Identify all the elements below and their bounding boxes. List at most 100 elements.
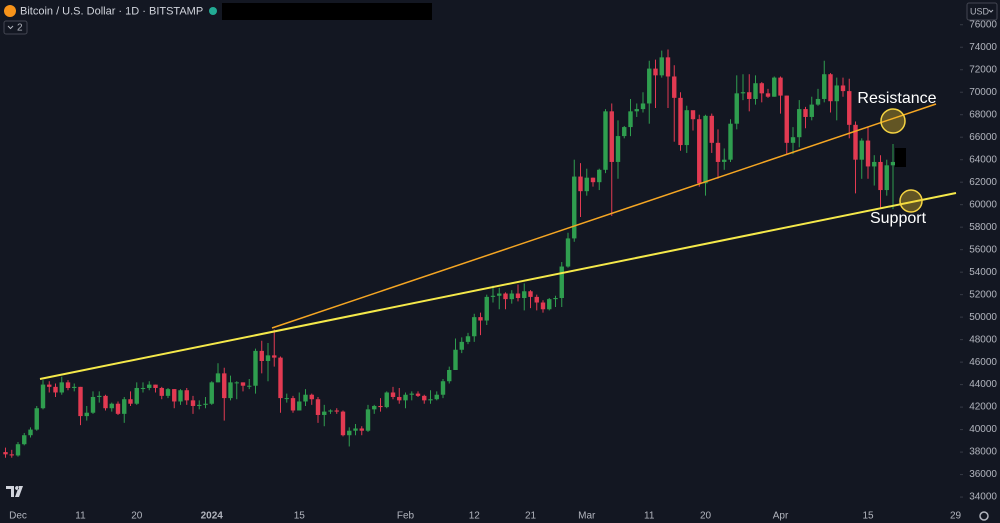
y-tick-label: 34000 [969,492,997,503]
candle-body [334,410,339,412]
x-tick-label: 12 [469,511,481,522]
candle-body [109,403,114,409]
candle-body [147,384,152,388]
candle-body [178,390,183,402]
candle-body [209,382,214,404]
y-tick-label: 62000 [969,177,997,188]
x-tick-label: 29 [950,511,962,522]
candle-body [647,68,652,104]
y-tick-label: 40000 [969,424,997,435]
currency-button[interactable] [966,2,998,21]
candle-body [90,396,96,413]
candle-body [153,384,158,388]
candle-body [397,396,402,401]
redaction [222,3,432,20]
y-tick-label: 38000 [969,447,997,458]
candle-body [272,355,277,358]
candle-body [559,266,564,299]
candle-body [253,350,258,386]
candle-body [65,382,71,388]
candle-body [259,350,264,361]
y-tick-label: 56000 [969,244,997,255]
candle-body [847,91,852,125]
candle-body [640,103,646,110]
candle-body [434,394,439,400]
candle-body [628,111,633,128]
candle-body [778,77,783,96]
candle-body [97,395,102,397]
candle-body [709,115,714,143]
candle-body [290,398,296,411]
candle-body [465,336,471,342]
candle-body [815,98,821,105]
candle-body [122,399,127,414]
y-tick-label: 64000 [969,154,997,165]
candle-body [115,403,121,414]
y-tick-label: 52000 [969,289,997,300]
x-tick-label: 2024 [201,511,224,522]
candle-body [78,386,83,417]
bitcoin-icon [4,5,16,17]
candle-body [590,177,596,183]
candle-body [753,83,758,99]
candle-body [278,357,283,399]
candle-body [828,74,833,102]
candle-body [840,85,846,92]
x-tick-label: 20 [131,511,143,522]
candle-body [703,115,708,184]
indicator-count: 2 [17,23,23,34]
candle-body [572,176,577,239]
candle-body [734,93,739,124]
candle-body [684,110,689,146]
candle-body [3,452,8,455]
resistance-line [271,103,937,329]
candle-body [159,387,164,396]
candle-body [484,296,489,321]
candle-body [890,161,896,166]
x-tick-label: 21 [525,511,537,522]
candle-body [747,92,752,99]
candle-body [678,97,683,146]
candle-body [428,399,433,401]
candle-body [228,382,233,399]
chevron [7,25,14,30]
candle-body [509,293,514,300]
y-tick-label: 70000 [969,87,997,98]
settings-icon[interactable] [979,511,989,521]
candle-body [22,435,27,445]
candle-body [578,176,583,192]
annotation: Support [870,210,927,227]
candle-body [603,111,608,170]
candle-body [797,109,802,138]
candle-body [422,395,427,401]
candle-body [415,393,421,396]
candle-body [103,395,108,409]
candle-body [522,291,527,299]
redaction [895,148,906,167]
candle-body [740,92,746,94]
indicator-toggle[interactable] [3,20,28,35]
candles [3,49,896,458]
y-tick-label: 68000 [969,109,997,120]
candle-body [634,109,639,112]
candle-body [84,412,89,417]
candle-body [347,430,352,436]
candle-body [853,124,858,160]
candle-body [265,355,271,361]
candle-body [384,392,389,408]
x-tick-label: 11 [644,511,655,522]
currency-label: USD [970,6,990,16]
candle-body [584,177,589,192]
candle-body [759,83,764,94]
candle-body [322,411,327,415]
candle-body [359,428,364,431]
candle-body [190,400,196,406]
candle-body [547,299,552,310]
x-tick-label: Apr [773,511,789,522]
candle-body [809,104,814,117]
candle-body [72,386,77,388]
candle-body [865,140,871,167]
candle-body [203,403,208,405]
x-tick-label: 11 [75,511,86,522]
